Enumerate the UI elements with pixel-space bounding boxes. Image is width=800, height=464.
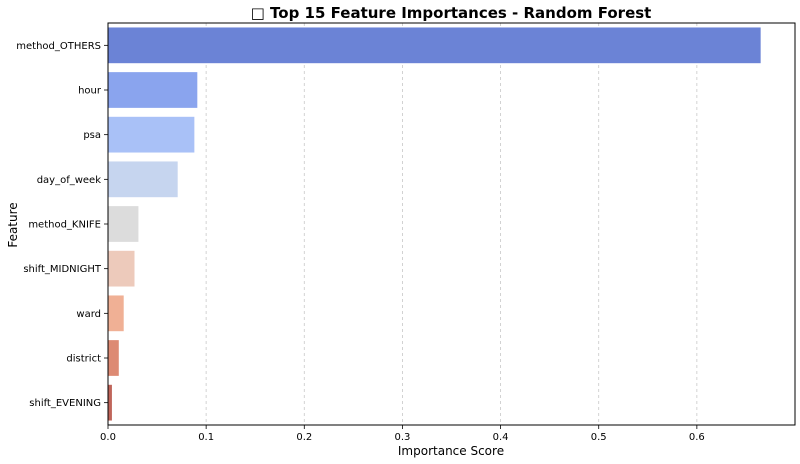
- y-axis-label: Feature: [6, 202, 20, 247]
- y-tick-label: hour: [78, 86, 102, 97]
- bar-district: [108, 340, 119, 376]
- plot-frame: [107, 22, 796, 426]
- y-tick-label: method_KNIFE: [28, 220, 101, 231]
- x-axis-ticks: 0.0 0.1 0.2 0.3 0.4 0.5 0.6: [100, 425, 705, 443]
- bar-method-others: [108, 27, 761, 64]
- x-tick-label: 0.2: [296, 432, 312, 443]
- y-tick-label: psa: [83, 130, 101, 141]
- chart-title: □ Top 15 Feature Importances - Random Fo…: [251, 4, 652, 22]
- x-tick-label: 0.5: [591, 432, 607, 443]
- y-tick-label: district: [66, 354, 101, 365]
- x-tick-label: 0.3: [394, 432, 410, 443]
- y-tick-label: day_of_week: [37, 175, 102, 186]
- bars: [108, 27, 761, 421]
- bar-shift-midnight: [108, 250, 135, 287]
- y-tick-label: shift_EVENING: [29, 398, 101, 409]
- x-tick-label: 0.0: [100, 432, 116, 443]
- bar-shift-evening: [108, 384, 112, 421]
- bar-method-knife: [108, 206, 139, 242]
- x-axis-label: Importance Score: [398, 444, 504, 458]
- y-tick-label: shift_MIDNIGHT: [23, 264, 102, 275]
- y-tick-label: ward: [76, 309, 101, 320]
- bar-hour: [108, 72, 198, 108]
- x-tick-label: 0.1: [198, 432, 214, 443]
- x-tick-label: 0.4: [493, 432, 509, 443]
- x-gridlines: [205, 23, 698, 425]
- bar-day-of-week: [108, 161, 178, 198]
- y-tick-label: method_OTHERS: [16, 41, 101, 52]
- bar-ward: [108, 295, 124, 332]
- x-tick-label: 0.6: [689, 432, 705, 443]
- bar-psa: [108, 116, 195, 153]
